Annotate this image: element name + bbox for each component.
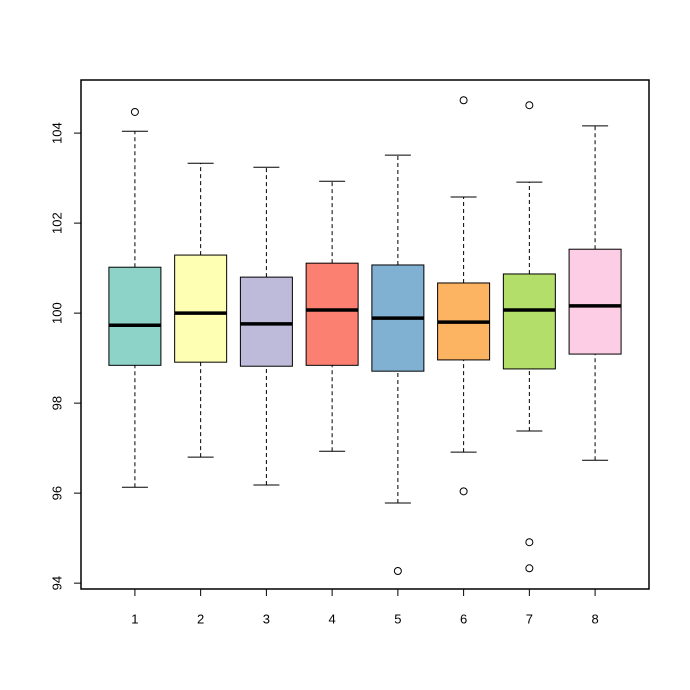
box <box>108 266 162 366</box>
outlier <box>393 566 402 575</box>
box <box>174 254 228 363</box>
outlier <box>459 487 468 496</box>
x-tick-label: 7 <box>526 611 533 626</box>
outlier <box>459 96 468 105</box>
x-tick-label: 8 <box>591 611 598 626</box>
outlier <box>525 101 534 110</box>
box <box>305 262 359 366</box>
box <box>502 273 556 370</box>
y-tick-label: 102 <box>49 212 64 234</box>
x-tick-label: 3 <box>263 611 270 626</box>
outlier <box>130 107 139 116</box>
y-tick-label: 104 <box>49 122 64 144</box>
y-tick-label: 94 <box>49 576 64 590</box>
plot-frame <box>80 79 650 590</box>
y-tick-label: 96 <box>49 486 64 500</box>
box <box>568 248 622 355</box>
box <box>239 276 293 367</box>
x-tick-label: 2 <box>197 611 204 626</box>
x-tick-label: 5 <box>394 611 401 626</box>
y-tick-label: 98 <box>49 396 64 410</box>
x-tick-label: 6 <box>460 611 467 626</box>
outlier <box>525 538 534 547</box>
x-tick-label: 4 <box>329 611 336 626</box>
outlier <box>525 564 534 573</box>
y-tick-label: 100 <box>49 302 64 324</box>
x-tick-label: 1 <box>131 611 138 626</box>
